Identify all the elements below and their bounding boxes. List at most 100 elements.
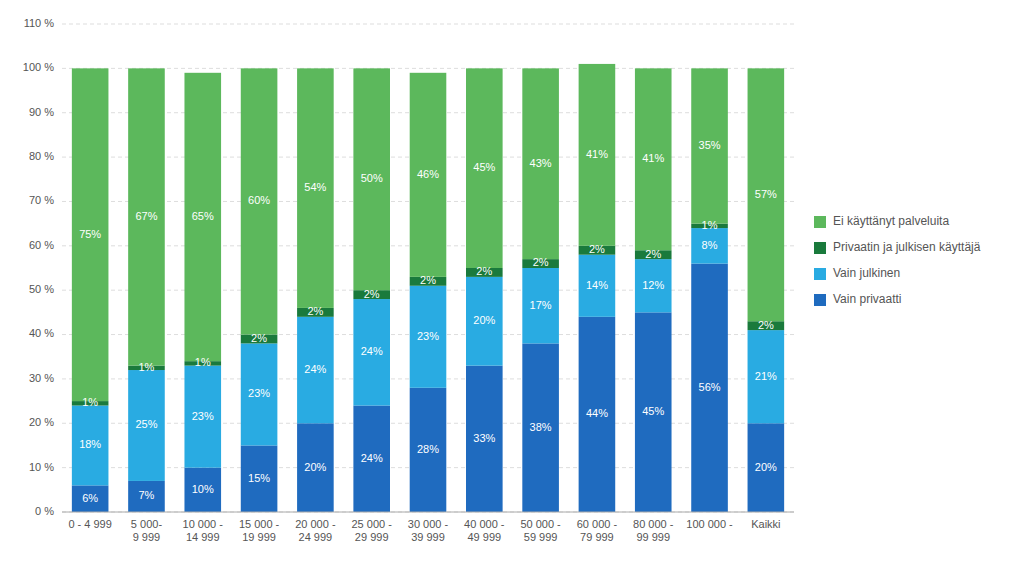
data-label: 1% xyxy=(82,396,98,408)
bar-segment xyxy=(241,445,278,512)
bar-segment xyxy=(297,68,334,308)
data-label: 14% xyxy=(586,279,608,291)
bar-segment xyxy=(466,366,503,512)
bar-segment xyxy=(128,68,165,365)
bar-segment xyxy=(691,228,728,263)
data-label: 1% xyxy=(702,219,718,231)
x-axis: 0 - 4 999 5 000-9 999 10 000 -14 999 15 000… xyxy=(68,518,780,543)
chart: 0 %10 %20 %30 %40 %50 %60 %70 %80 %90 %1… xyxy=(0,0,1024,574)
x-tick-label: 60 000 -79 999 xyxy=(577,518,618,543)
bar-segment xyxy=(410,73,447,277)
y-tick-label: 40 % xyxy=(29,327,54,339)
bar-segment xyxy=(635,259,672,312)
bar-segment xyxy=(466,68,503,268)
bar-segment xyxy=(410,388,447,512)
y-tick-label: 20 % xyxy=(29,416,54,428)
x-tick-label: 0 - 4 999 xyxy=(68,518,111,530)
legend-label: Vain julkinen xyxy=(833,266,900,280)
data-label: 1% xyxy=(139,361,155,373)
y-tick-label: 80 % xyxy=(29,150,54,162)
data-labels: 6%7%10%15%20%24%28%33%38%44%45%56%20%18%… xyxy=(79,139,777,504)
data-label: 33% xyxy=(473,432,495,444)
data-label: 23% xyxy=(248,387,270,399)
x-tick-label: 25 000 -29 999 xyxy=(352,518,393,543)
y-tick-label: 90 % xyxy=(29,106,54,118)
bar-segment xyxy=(748,330,785,423)
data-label: 50% xyxy=(361,172,383,184)
bar-segment xyxy=(466,277,503,366)
bar-segment xyxy=(72,68,109,401)
data-label: 46% xyxy=(417,168,439,180)
data-label: 44% xyxy=(586,407,608,419)
bar-segment xyxy=(72,406,109,486)
bar-segment xyxy=(128,481,165,512)
bar-segment xyxy=(748,68,785,321)
grid-line xyxy=(62,68,794,69)
x-tick-label: 15 000 -19 999 xyxy=(239,518,280,543)
data-label: 24% xyxy=(304,363,326,375)
data-label: 25% xyxy=(135,418,157,430)
x-tick-label: 20 000 -24 999 xyxy=(295,518,336,543)
bar-segment xyxy=(748,423,785,512)
bar-segment xyxy=(297,423,334,512)
series xyxy=(72,264,784,512)
data-label: 2% xyxy=(476,265,492,277)
data-label: 24% xyxy=(361,345,383,357)
data-label: 17% xyxy=(530,299,552,311)
data-label: 67% xyxy=(135,210,157,222)
data-label: 8% xyxy=(702,239,718,251)
data-label: 60% xyxy=(248,194,270,206)
bar-segment xyxy=(241,343,278,445)
data-label: 12% xyxy=(642,279,664,291)
data-label: 57% xyxy=(755,188,777,200)
x-tick-label: Kaikki xyxy=(751,518,780,530)
data-label: 41% xyxy=(642,152,664,164)
grid-line xyxy=(62,24,794,25)
y-tick-label: 50 % xyxy=(29,283,54,295)
bar-segment xyxy=(128,370,165,481)
data-label: 43% xyxy=(530,157,552,169)
data-label: 24% xyxy=(361,452,383,464)
bar-segment xyxy=(353,68,390,290)
bar-segment xyxy=(579,64,616,246)
bar-segment xyxy=(579,317,616,512)
x-tick-label: 80 000 -99 999 xyxy=(633,518,674,543)
data-label: 15% xyxy=(248,472,270,484)
legend-label: Ei käyttänyt palveluita xyxy=(833,214,949,228)
x-tick-label: 100 000 - xyxy=(686,518,733,530)
data-label: 45% xyxy=(642,405,664,417)
legend-swatch xyxy=(814,268,826,280)
bar-segment xyxy=(297,317,334,423)
bar-segment xyxy=(184,468,221,512)
data-label: 20% xyxy=(304,461,326,473)
data-label: 10% xyxy=(192,483,214,495)
bars xyxy=(72,64,784,512)
data-label: 41% xyxy=(586,148,608,160)
legend-label: Vain privaatti xyxy=(833,292,901,306)
legend-swatch xyxy=(814,216,826,228)
data-label: 2% xyxy=(251,332,267,344)
data-label: 65% xyxy=(192,210,214,222)
grid xyxy=(62,24,794,512)
data-label: 56% xyxy=(699,381,721,393)
data-label: 1% xyxy=(195,356,211,368)
bar-segment xyxy=(184,73,221,361)
series xyxy=(72,64,784,401)
data-label: 2% xyxy=(758,319,774,331)
y-tick-label: 110 % xyxy=(24,17,55,29)
data-label: 20% xyxy=(473,314,495,326)
data-label: 2% xyxy=(307,305,323,317)
bar-segment xyxy=(184,366,221,468)
data-label: 21% xyxy=(755,370,777,382)
bar-segment xyxy=(241,68,278,334)
x-tick-label: 5 000-9 999 xyxy=(131,518,163,543)
bar-segment xyxy=(72,485,109,512)
legend-swatch xyxy=(814,294,826,306)
x-tick-label: 10 000 -14 999 xyxy=(183,518,224,543)
legend-label: Privaatin ja julkisen käyttäjä xyxy=(833,240,981,254)
data-label: 2% xyxy=(420,274,436,286)
data-label: 75% xyxy=(79,228,101,240)
x-tick-label: 40 000 -49 999 xyxy=(464,518,505,543)
data-label: 23% xyxy=(417,330,439,342)
data-label: 2% xyxy=(589,243,605,255)
